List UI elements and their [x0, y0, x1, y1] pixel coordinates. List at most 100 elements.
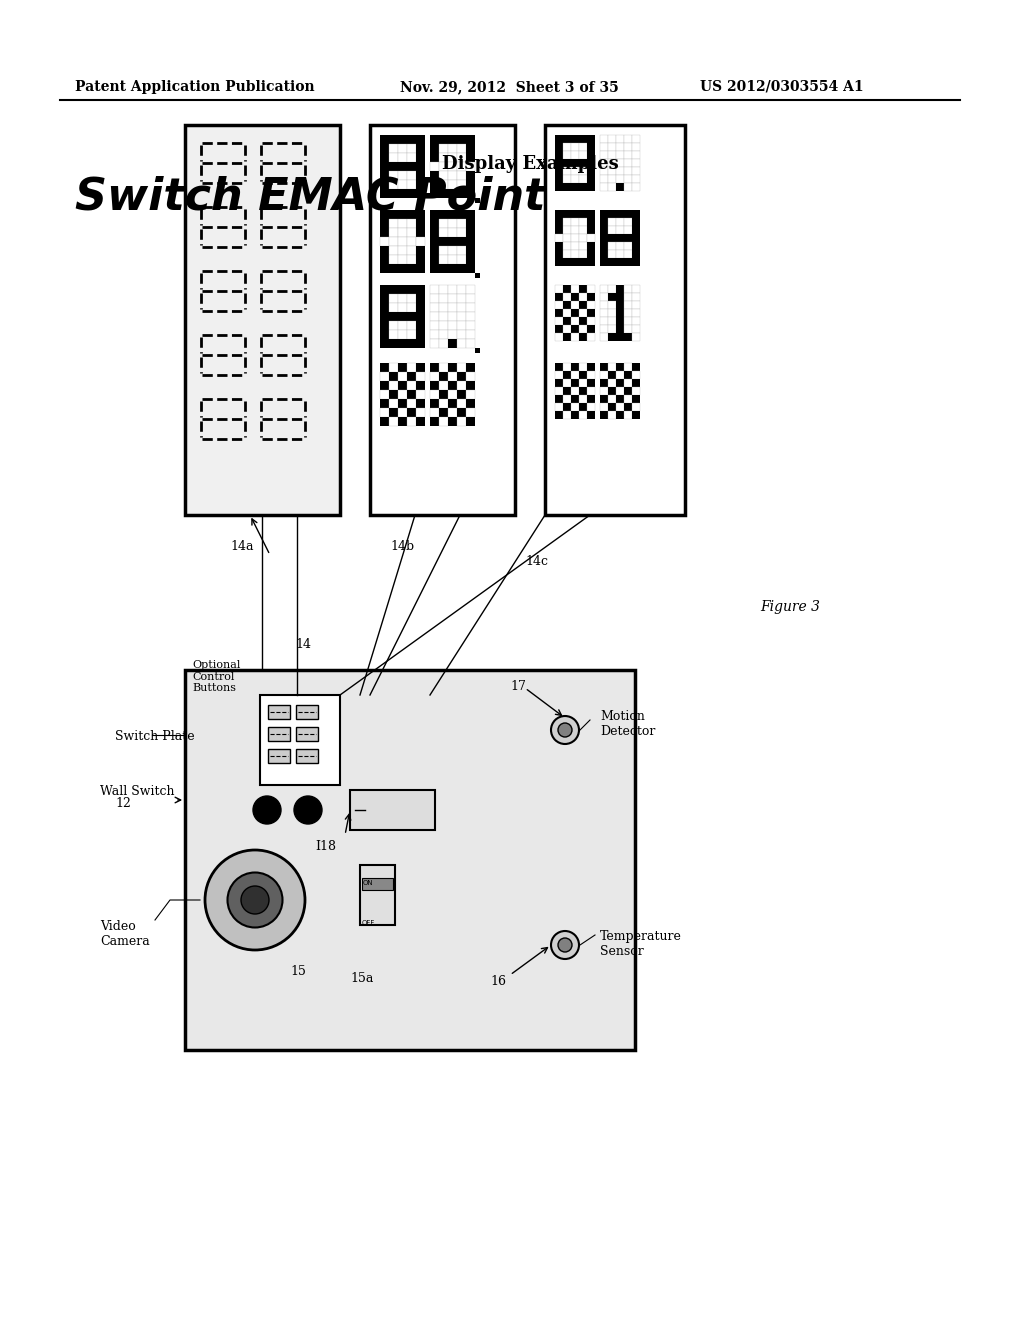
Bar [439, 399, 449, 408]
Bar [624, 242, 632, 249]
Bar [389, 172, 398, 180]
Bar [632, 317, 640, 325]
Text: 14c: 14c [525, 554, 548, 568]
Bar [555, 249, 563, 257]
Bar [571, 218, 579, 226]
Bar [457, 255, 466, 264]
Bar [571, 411, 579, 418]
Bar [389, 264, 398, 273]
Bar [563, 379, 571, 387]
Bar [624, 183, 632, 191]
Bar [457, 294, 466, 304]
Bar [632, 218, 640, 226]
Text: 16: 16 [490, 975, 506, 987]
Bar [587, 249, 595, 257]
Bar [457, 162, 466, 172]
Bar [608, 411, 616, 418]
Bar [439, 144, 449, 153]
Bar [380, 246, 389, 255]
Bar [579, 285, 587, 293]
Bar [389, 339, 398, 348]
Bar [624, 210, 632, 218]
Bar [449, 153, 457, 162]
Bar [608, 371, 616, 379]
Bar [555, 234, 563, 242]
Bar [600, 176, 608, 183]
Bar [587, 317, 595, 325]
Bar [616, 363, 624, 371]
Text: Switch EMAC Point: Switch EMAC Point [75, 176, 546, 218]
Bar [563, 143, 571, 150]
Bar [600, 379, 608, 387]
Text: I18: I18 [315, 840, 336, 853]
Bar [457, 330, 466, 339]
Bar [555, 210, 563, 218]
Bar [398, 189, 407, 198]
Bar [389, 219, 398, 228]
Bar [616, 210, 624, 218]
Bar [600, 371, 608, 379]
Bar [616, 183, 624, 191]
Bar [457, 180, 466, 189]
Bar [380, 417, 389, 426]
Bar [389, 238, 398, 246]
Bar [416, 321, 425, 330]
Bar [616, 257, 624, 267]
Bar [439, 330, 449, 339]
Bar [587, 150, 595, 158]
Bar [616, 403, 624, 411]
Bar [608, 234, 616, 242]
Bar [449, 330, 457, 339]
Bar [632, 363, 640, 371]
Bar [571, 150, 579, 158]
Bar [360, 865, 395, 925]
Bar [389, 162, 398, 172]
Bar [389, 189, 398, 198]
Bar [555, 158, 563, 168]
Bar [449, 381, 457, 389]
Bar [600, 363, 608, 371]
Bar [398, 408, 407, 417]
Bar [398, 238, 407, 246]
Bar [416, 312, 425, 321]
Bar [439, 219, 449, 228]
Bar [616, 411, 624, 418]
Bar [608, 249, 616, 257]
Bar [430, 153, 439, 162]
Bar [624, 285, 632, 293]
Bar [466, 321, 475, 330]
Bar [407, 180, 416, 189]
Bar [457, 210, 466, 219]
Bar [600, 411, 608, 418]
Bar [449, 135, 457, 144]
Bar [398, 294, 407, 304]
Bar [587, 242, 595, 249]
Bar [616, 371, 624, 379]
Bar [407, 153, 416, 162]
Bar [624, 158, 632, 168]
Bar [579, 158, 587, 168]
Bar [555, 333, 563, 341]
Bar [632, 234, 640, 242]
Bar [555, 371, 563, 379]
Bar [600, 309, 608, 317]
Bar [475, 273, 480, 279]
Bar [407, 399, 416, 408]
Circle shape [551, 715, 579, 744]
Bar [587, 210, 595, 218]
Text: 12: 12 [115, 797, 131, 810]
Bar [587, 371, 595, 379]
Bar [624, 150, 632, 158]
Bar [416, 144, 425, 153]
Bar [624, 387, 632, 395]
Bar [449, 180, 457, 189]
Bar [398, 363, 407, 372]
Bar [616, 395, 624, 403]
Bar [466, 228, 475, 238]
Bar [571, 285, 579, 293]
Bar [407, 238, 416, 246]
Bar [407, 304, 416, 312]
Bar [430, 189, 439, 198]
Bar [439, 238, 449, 246]
Bar [632, 285, 640, 293]
